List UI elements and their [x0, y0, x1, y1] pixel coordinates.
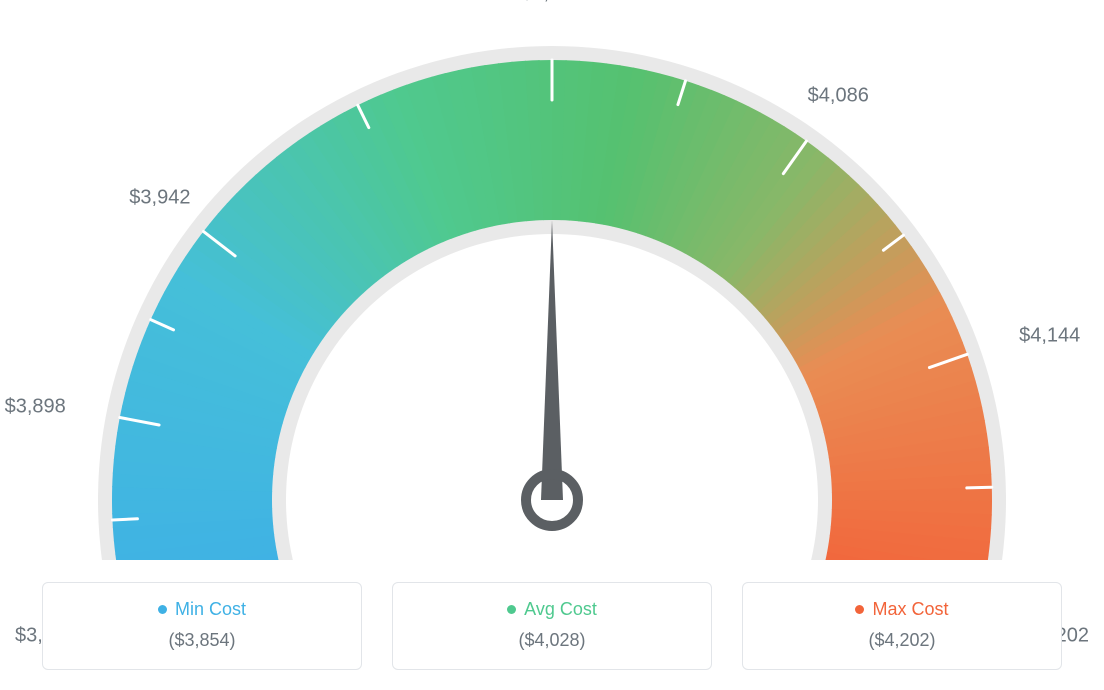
- gauge-tick-label: $3,942: [129, 186, 190, 209]
- legend-value-max: ($4,202): [743, 628, 1061, 653]
- legend-label-avg: Avg Cost: [524, 597, 597, 622]
- legend-row: Min Cost ($3,854) Avg Cost ($4,028) Max …: [0, 582, 1104, 670]
- legend-title-avg: Avg Cost: [507, 597, 597, 622]
- gauge-svg: [0, 0, 1104, 560]
- gauge-tick-label: $4,028: [521, 0, 582, 5]
- legend-card-avg: Avg Cost ($4,028): [392, 582, 712, 670]
- gauge-tick-label: $4,144: [1019, 325, 1080, 348]
- legend-dot-min: [158, 605, 167, 614]
- legend-card-min: Min Cost ($3,854): [42, 582, 362, 670]
- legend-title-max: Max Cost: [855, 597, 948, 622]
- legend-title-min: Min Cost: [158, 597, 246, 622]
- legend-card-max: Max Cost ($4,202): [742, 582, 1062, 670]
- legend-label-max: Max Cost: [872, 597, 948, 622]
- legend-value-avg: ($4,028): [393, 628, 711, 653]
- legend-dot-avg: [507, 605, 516, 614]
- gauge-chart: $3,854$3,898$3,942$4,028$4,086$4,144$4,2…: [0, 0, 1104, 560]
- legend-label-min: Min Cost: [175, 597, 246, 622]
- gauge-tick-label: $4,086: [808, 85, 869, 108]
- legend-value-min: ($3,854): [43, 628, 361, 653]
- gauge-tick-label: $3,898: [5, 396, 66, 419]
- gauge-needle: [541, 220, 563, 500]
- legend-dot-max: [855, 605, 864, 614]
